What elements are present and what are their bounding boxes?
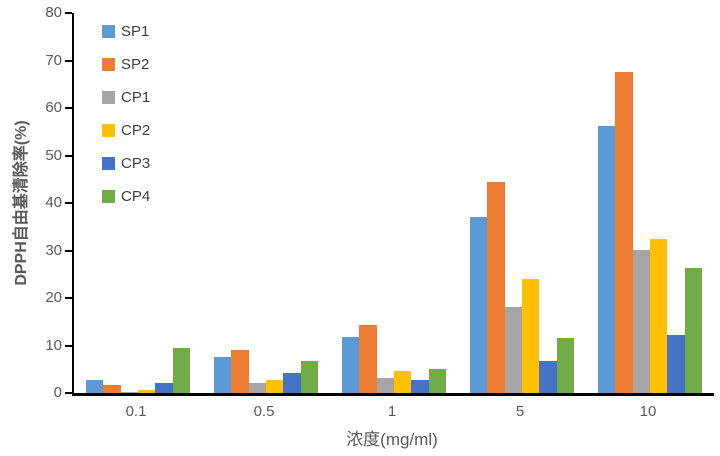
- legend-swatch-icon: [102, 124, 115, 137]
- legend-item-CP1: CP1: [102, 81, 150, 114]
- legend-item-CP4: CP4: [102, 180, 150, 213]
- bar-SP2-5: [487, 181, 505, 393]
- y-tick-label: 0: [53, 384, 62, 401]
- legend-label: CP3: [121, 155, 151, 172]
- plot-area: 0 10 20 30 40 50 60 70 80 SP1 SP2 CP1 CP2 CP3 CP4: [45, 4, 714, 401]
- x-tick-label-10: 10: [639, 403, 657, 420]
- legend-label: SP1: [121, 23, 150, 40]
- y-tick-mark: [65, 12, 72, 14]
- y-tick-label: 60: [45, 99, 62, 116]
- bar-CP1-0.1: [120, 392, 138, 393]
- bar-SP1-10: [598, 126, 616, 393]
- y-tick-label: 20: [45, 289, 62, 306]
- bar-CP2-5: [521, 278, 540, 393]
- bar-CP3-0.5: [283, 372, 301, 393]
- y-tick-mark: [65, 107, 72, 109]
- bar-CP1-1: [376, 378, 394, 393]
- y-tick-mark: [65, 392, 72, 394]
- legend-label: SP2: [121, 56, 150, 73]
- legend-label: CP4: [121, 188, 151, 205]
- y-tick-mark: [65, 297, 72, 299]
- bar-CP3-0.1: [155, 382, 173, 393]
- bar-CP1-0.5: [248, 382, 266, 393]
- bar-CP2-0.1: [137, 390, 156, 393]
- bar-SP1-0.5: [214, 357, 232, 393]
- bar-group-0.5: [214, 13, 318, 393]
- bar-CP4-0.5: [300, 360, 318, 393]
- bar-CP3-10: [667, 335, 685, 393]
- y-tick-mark: [65, 154, 72, 157]
- bar-SP2-0.5: [231, 350, 249, 393]
- y-tick-label: 40: [45, 194, 62, 211]
- bar-SP2-10: [615, 72, 633, 393]
- x-tick-label-1: 1: [387, 403, 397, 420]
- bar-SP2-1: [359, 325, 377, 393]
- bar-CP4-0.1: [172, 348, 190, 393]
- legend-swatch-icon: [102, 190, 115, 203]
- legend: SP1 SP2 CP1 CP2 CP3 CP4: [102, 15, 150, 213]
- bar-SP1-0.1: [86, 379, 104, 393]
- bar-CP2-1: [393, 370, 412, 393]
- bar-group-5: [470, 13, 574, 393]
- x-tick-label-0.5: 0.5: [253, 403, 275, 420]
- legend-item-CP2: CP2: [102, 114, 150, 147]
- legend-label: CP2: [121, 122, 151, 139]
- legend-swatch-icon: [102, 157, 115, 170]
- y-tick-mark: [65, 344, 72, 347]
- bar-CP1-5: [504, 306, 522, 393]
- legend-swatch-icon: [102, 25, 115, 38]
- bar-CP2-0.5: [265, 379, 284, 393]
- x-tick-label-0.1: 0.1: [125, 403, 147, 420]
- x-tick-label-5: 5: [515, 403, 525, 420]
- bar-group-10: [598, 13, 702, 393]
- y-tick-mark: [65, 202, 72, 204]
- legend-swatch-icon: [102, 58, 115, 71]
- bar-group-0.1: [86, 13, 190, 393]
- bar-CP4-1: [428, 369, 446, 393]
- bar-group-1: [342, 13, 446, 393]
- bar-CP4-5: [556, 337, 574, 393]
- legend-item-SP1: SP1: [102, 15, 150, 48]
- y-tick-mark: [65, 59, 72, 62]
- y-tick-label: 30: [45, 241, 62, 259]
- legend-item-SP2: SP2: [102, 48, 150, 81]
- bar-CP3-5: [539, 360, 557, 393]
- legend-item-CP3: CP3: [102, 147, 150, 180]
- x-axis-title: 浓度(mg/ml): [346, 430, 438, 449]
- legend-swatch-icon: [102, 91, 115, 104]
- bar-CP3-1: [411, 379, 429, 393]
- y-tick-mark: [65, 249, 72, 252]
- legend-label: CP1: [121, 89, 151, 106]
- bar-SP1-1: [342, 336, 360, 393]
- y-tick-label: 50: [45, 146, 62, 164]
- y-tick-label: 80: [45, 4, 62, 21]
- bar-CP1-10: [632, 249, 650, 393]
- bar-CP4-10: [684, 267, 702, 393]
- bar-SP1-5: [470, 217, 488, 393]
- bar-SP2-0.1: [103, 384, 121, 393]
- y-tick-label: 70: [45, 51, 62, 69]
- y-tick-label: 10: [45, 336, 62, 354]
- bar-CP2-10: [649, 238, 668, 393]
